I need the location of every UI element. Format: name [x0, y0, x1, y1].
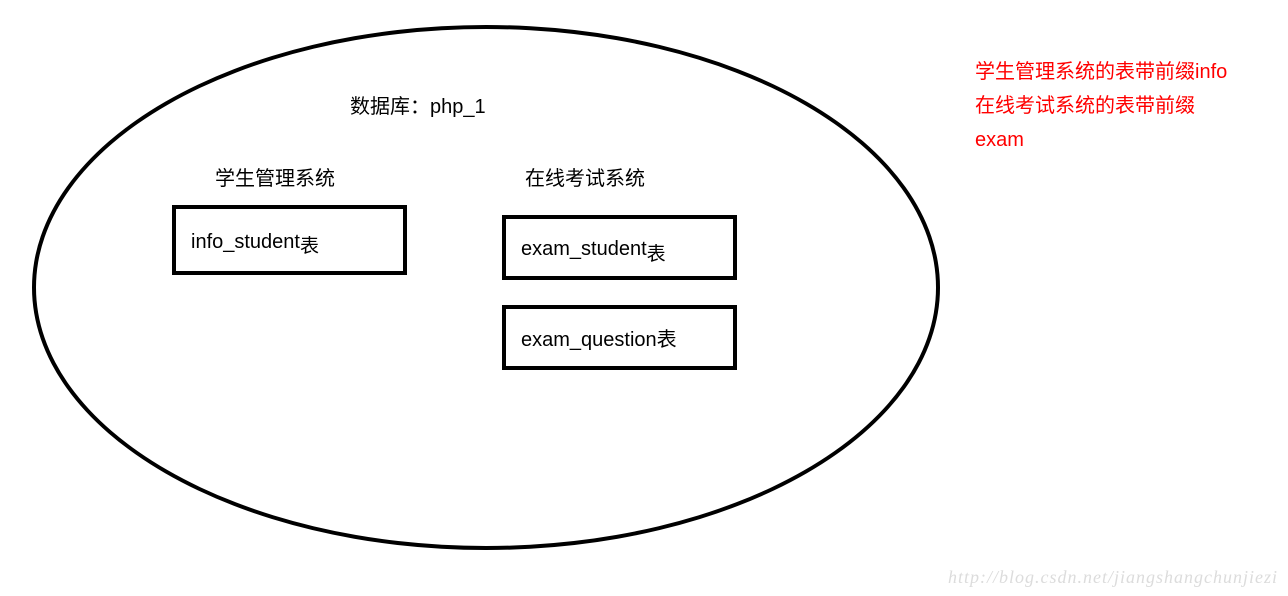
table-box-info-student: info_student表	[172, 205, 407, 275]
watermark-text: http://blog.csdn.net/jiangshangchunjiezi	[948, 567, 1278, 588]
table-box-exam-question: exam_question表	[502, 305, 737, 370]
system-title-student-mgmt: 学生管理系统	[215, 162, 335, 191]
system-title-online-exam: 在线考试系统	[525, 162, 645, 191]
table-label: info_student表	[191, 227, 319, 254]
annotation-text: 学生管理系统的表带前缀info 在线考试系统的表带前缀 exam	[975, 55, 1227, 157]
table-box-exam-student: exam_student表	[502, 215, 737, 280]
annotation-line: exam	[975, 123, 1227, 157]
annotation-line: 在线考试系统的表带前缀	[975, 89, 1227, 123]
database-title: 数据库：php_1	[350, 90, 486, 119]
table-label: exam_student表	[521, 234, 666, 261]
database-ellipse	[32, 25, 940, 550]
annotation-line: 学生管理系统的表带前缀info	[975, 55, 1227, 89]
table-label: exam_question表	[521, 323, 677, 352]
